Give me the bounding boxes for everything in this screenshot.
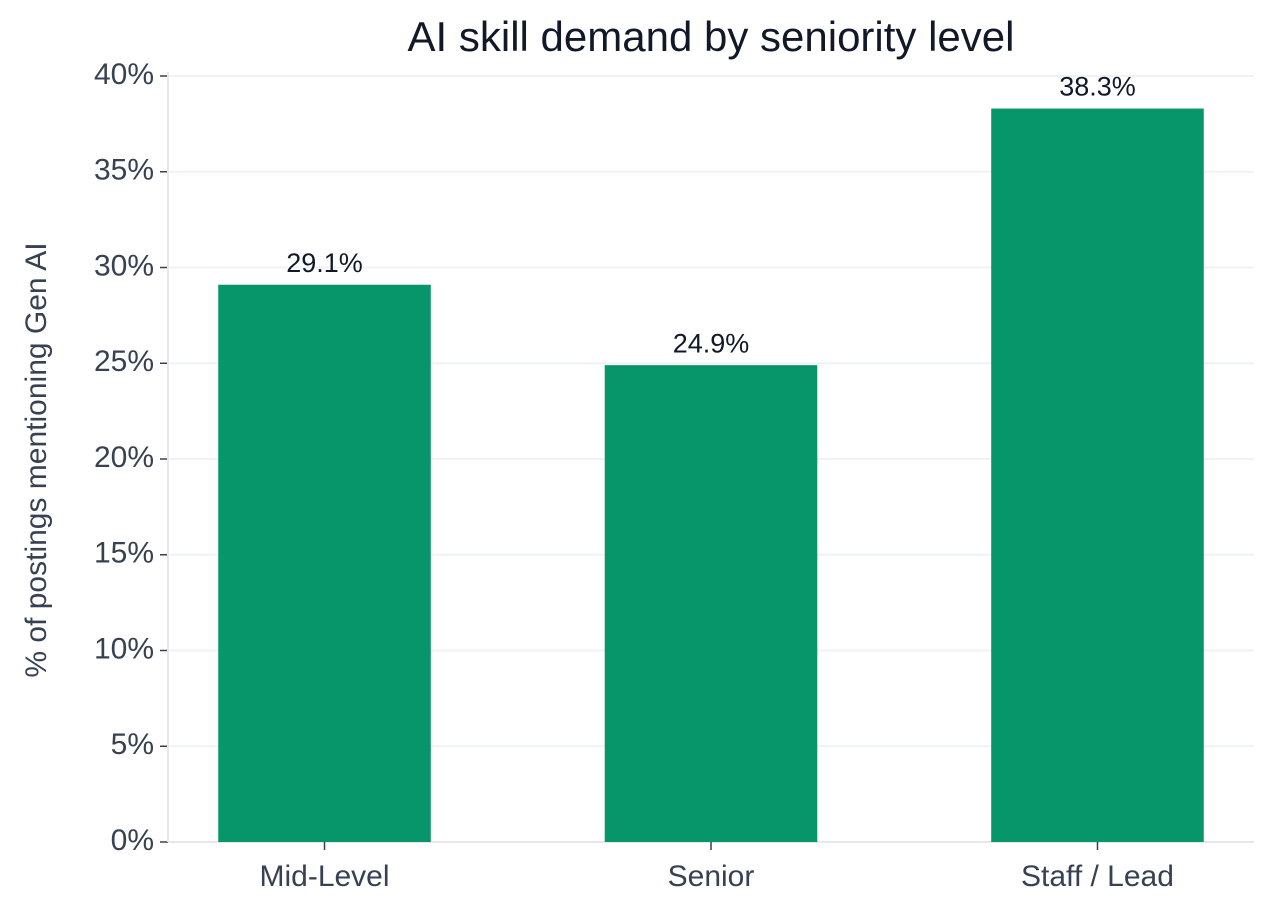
y-tick-label: 0% xyxy=(111,824,154,857)
x-tick-label: Mid-Level xyxy=(259,860,389,893)
value-label: 38.3% xyxy=(1059,72,1136,102)
x-tick-label: Senior xyxy=(668,860,755,893)
y-tick-label: 30% xyxy=(94,249,154,282)
chart-title: AI skill demand by seniority level xyxy=(408,13,1015,60)
y-tick-label: 25% xyxy=(94,345,154,378)
bar xyxy=(604,365,818,842)
y-tick-label: 10% xyxy=(94,632,154,665)
bar xyxy=(991,108,1204,843)
y-tick-label: 40% xyxy=(94,58,154,91)
y-tick-label: 15% xyxy=(94,537,154,570)
y-tick-label: 35% xyxy=(94,154,154,187)
y-tick-label: 5% xyxy=(111,728,154,761)
value-label: 24.9% xyxy=(673,328,750,358)
y-tick-label: 20% xyxy=(94,441,154,474)
x-tick-label: Staff / Lead xyxy=(1021,860,1174,893)
y-axis-label: % of postings mentioning Gen AI xyxy=(20,242,53,677)
bar xyxy=(218,284,431,842)
value-label: 29.1% xyxy=(286,248,363,278)
